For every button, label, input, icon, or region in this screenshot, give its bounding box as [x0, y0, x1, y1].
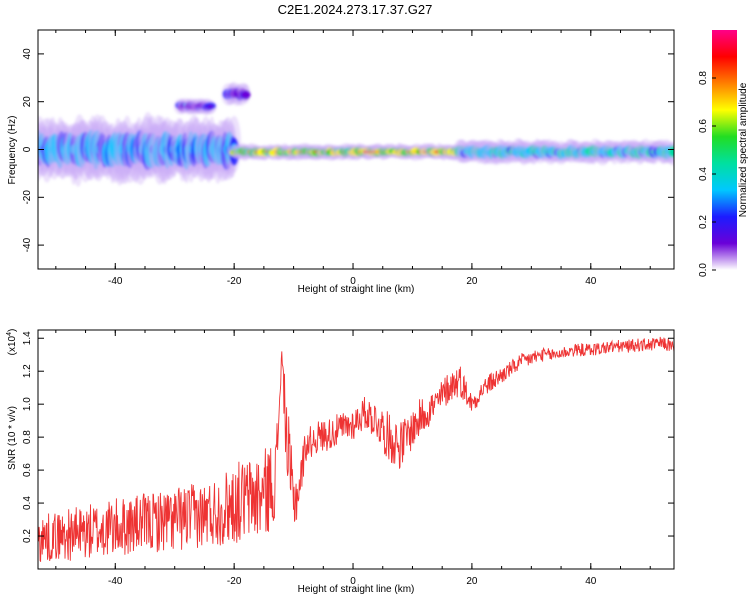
snr-y-tick-label: 1.0	[22, 397, 33, 411]
snr-scale-label: (x104)	[6, 329, 18, 356]
snr-y-tick-label: 0.2	[22, 529, 33, 543]
snr-y-axis-label: SNR (10 * v/v)	[7, 406, 18, 470]
colorbar	[712, 30, 737, 270]
snr-x-tick-label: -40	[108, 576, 123, 587]
spectrogram-x-tick-label: 0	[350, 276, 356, 287]
spectrogram-x-tick-label: -20	[227, 276, 242, 287]
snr-x-axis-label: Height of straight line (km)	[298, 584, 415, 595]
colorbar-tick-label: 0.6	[698, 119, 709, 133]
spectrogram-core	[669, 149, 674, 155]
spectrogram-chart: -40 -20 0 20 40 -40 -20 0 20 40 Height of straigh…	[7, 29, 749, 295]
spectrogram-y-tick-label: 0	[22, 146, 33, 152]
snr-frame	[37, 329, 675, 570]
snr-y-tick-label: 0.6	[22, 463, 33, 477]
snr-y-tick-label: 1.4	[22, 331, 33, 345]
snr-x-tick-label: 40	[585, 576, 597, 587]
colorbar-tick-label: 0.0	[698, 263, 709, 277]
snr-x-tick-label: -20	[227, 576, 242, 587]
snr-x-tick-label: 20	[466, 576, 478, 587]
snr-chart: -40 -20 0 20 40 0.2 0.4 0.6 0.8 1.0 1.2 1.4 Height …	[6, 329, 675, 595]
spectrogram-core	[241, 92, 251, 97]
snr-y-tick-label: 1.2	[22, 364, 33, 378]
spectrogram-y-tick-label: 20	[22, 96, 33, 108]
spectrogram-x-tick-label: 40	[585, 276, 597, 287]
spectrogram-y-tick-label: -40	[22, 237, 33, 252]
spectrogram-y-tick-label: 40	[22, 48, 33, 60]
snr-y-tick-label: 0.4	[22, 496, 33, 510]
spectrogram-x-tick-label: -40	[108, 276, 123, 287]
colorbar-tick-label: 0.2	[698, 215, 709, 229]
snr-y-tick-label: 0.8	[22, 430, 33, 444]
spectrogram-core	[206, 104, 214, 108]
spectrogram-y-tick-label: -20	[22, 190, 33, 205]
spectrogram-x-tick-label: 20	[466, 276, 478, 287]
snr-x-tick-label: 0	[350, 576, 356, 587]
colorbar-tick-label: 0.4	[698, 167, 709, 181]
snr-series-line	[38, 336, 674, 562]
spectrogram-y-axis-label: Frequency (Hz)	[7, 116, 18, 185]
figure-title: C2E1.2024.273.17.37.G27	[277, 2, 433, 17]
colorbar-tick-label: 0.8	[698, 71, 709, 85]
colorbar-label: Normalized spectral amplitude	[738, 82, 749, 217]
spectrogram-x-axis-label: Height of straight line (km)	[298, 284, 415, 295]
